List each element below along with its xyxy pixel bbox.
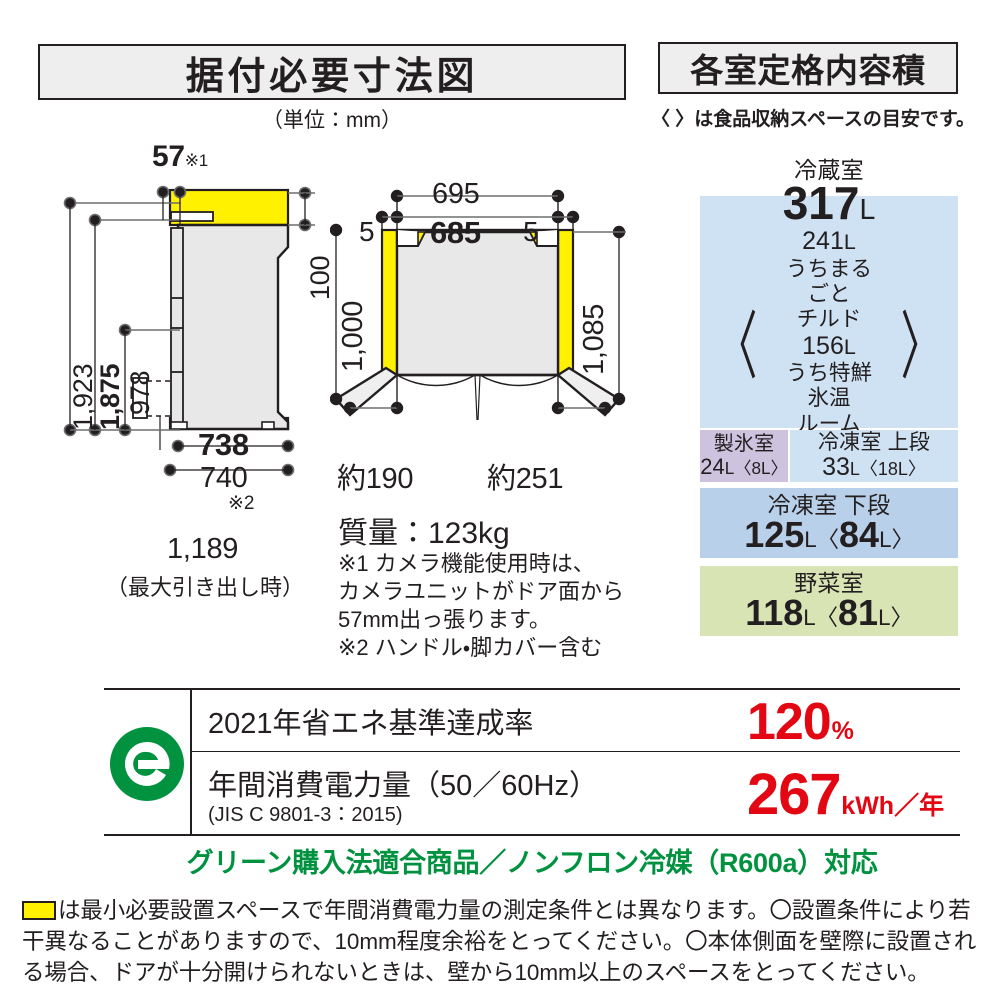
capacity-vegetable: 野菜室 118L〈81L〉 (700, 566, 958, 636)
capacity-vegetable-label: 野菜室 (794, 569, 864, 596)
capacity-fridge-detail-3: うち特鮮氷温 (785, 361, 872, 411)
dim-gap-right: 5 (523, 216, 539, 247)
dim-door-left: 約190 (337, 463, 414, 495)
dim-695: 695 (432, 178, 480, 210)
clearance-left (380, 228, 399, 377)
dim-door-right: 約251 (487, 463, 564, 495)
capacity-freezer-upper-value: 33L〈18L〉 (822, 452, 926, 481)
yellow-legend-swatch (22, 901, 56, 920)
capacity-freezer-lower-value: 125L〈84L〉 (744, 514, 914, 556)
capacity-fridge-detail: 〈 241L うちまるごと チルド156L うち特鮮氷温 ルーム18L 〉 (700, 227, 958, 466)
power-row: 年間消費電力量（50／60Hz） (JIS C 9801-3：2015) 267… (192, 752, 960, 836)
dim-738: 738 (198, 427, 249, 462)
dim-1189-note: （最大引き出し時） (106, 575, 305, 600)
dim-1189: 1,189 (167, 533, 239, 565)
efficiency-value: 120% (747, 693, 854, 751)
page-title: 据付必要寸法図 (38, 44, 626, 100)
capacity-freezer-lower: 冷凍室 下段 125L〈84L〉 (700, 488, 958, 558)
dim-740-mark: ※2 (228, 493, 255, 514)
appliance-body-side (176, 223, 290, 431)
footnotes: ※1 カメラ機能使用時は、 カメラユニットがドア面から 57mm出っ張ります。 … (338, 551, 625, 660)
side-view-drawing (63, 185, 315, 477)
bracket-open-icon: 〈 (716, 304, 758, 388)
dim-1000: 1,000 (337, 300, 369, 372)
capacity-fridge-detail-2: チルド156L (796, 306, 862, 361)
dim-57: 57※1 (152, 140, 208, 173)
power-sublabel: (JIS C 9801-3：2015) (208, 804, 403, 826)
capacity-fridge-subvalue: 241L (802, 227, 856, 256)
capacity-subtitle: 〈 〉は食品収納スペースの目安です。 (650, 109, 976, 130)
appliance-body-top (395, 228, 560, 377)
dim-1875: 1,875 (95, 363, 125, 430)
capacity-ice-label: 製氷室 (713, 432, 775, 455)
capacity-title: 各室定格内容積 (658, 42, 958, 94)
power-value: 267 kWh／年 (747, 762, 945, 827)
footer-note: は最小必要設置スペースで年間消費電力量の測定条件とは異なります。〇設置条件により… (22, 896, 980, 988)
dim-685: 685 (430, 215, 481, 250)
capacity-freezer-upper: 冷凍室 上段 33L〈18L〉 (790, 430, 958, 482)
capacity-ice-value: 24L〈8L〉 (700, 453, 788, 479)
clearance-right (556, 228, 575, 377)
capacity-fridge: 冷蔵室 317L 〈 241L うちまるごと チルド156L うち特鮮氷温 ルー… (700, 158, 958, 465)
dim-740: 740 (200, 462, 248, 494)
energy-panel: 2021年省エネ基準達成率 120% 年間消費電力量（50／60Hz） (JIS… (104, 688, 960, 836)
footer-text: は最小必要設置スペースで年間消費電力量の測定条件とは異なります。〇設置条件により… (22, 898, 977, 985)
eco-e-icon (110, 727, 184, 801)
dim-gap-left: 5 (359, 216, 375, 247)
capacity-fridge-label: 冷蔵室 (794, 157, 864, 184)
dim-978: 978 (125, 370, 155, 415)
door-arc-left (396, 374, 476, 387)
capacity-freezer-upper-label: 冷凍室 上段 (817, 430, 931, 454)
green-compliance-text: グリーン購入法適合商品／ノンフロン冷媒（R600a）対応 (186, 847, 878, 878)
mass-label: 質量：123kg (338, 517, 510, 550)
eco-logo (104, 690, 190, 834)
door-arc-right (479, 374, 559, 387)
bracket-close-icon: 〉 (900, 304, 942, 388)
capacity-vegetable-value: 118L〈81L〉 (745, 592, 913, 634)
efficiency-label: 2021年省エネ基準達成率 (208, 707, 534, 740)
drawer-extent (132, 377, 148, 419)
unit-note: （単位：mm） (262, 109, 402, 132)
power-label: 年間消費電力量（50／60Hz） (JIS C 9801-3：2015) (208, 770, 598, 826)
capacity-ice-maker: 製氷室 24L〈8L〉 (700, 430, 788, 482)
camera-unit (170, 211, 214, 222)
capacity-freezer-lower-label: 冷凍室 下段 (767, 491, 891, 518)
top-view-drawing (330, 189, 626, 421)
efficiency-row: 2021年省エネ基準達成率 120% (192, 690, 960, 752)
capacity-fridge-value: 317L (782, 177, 876, 230)
panel-divider (190, 690, 192, 834)
capacity-fridge-detail-1: うちまるごと (785, 256, 872, 306)
dim-1085: 1,085 (578, 303, 610, 375)
